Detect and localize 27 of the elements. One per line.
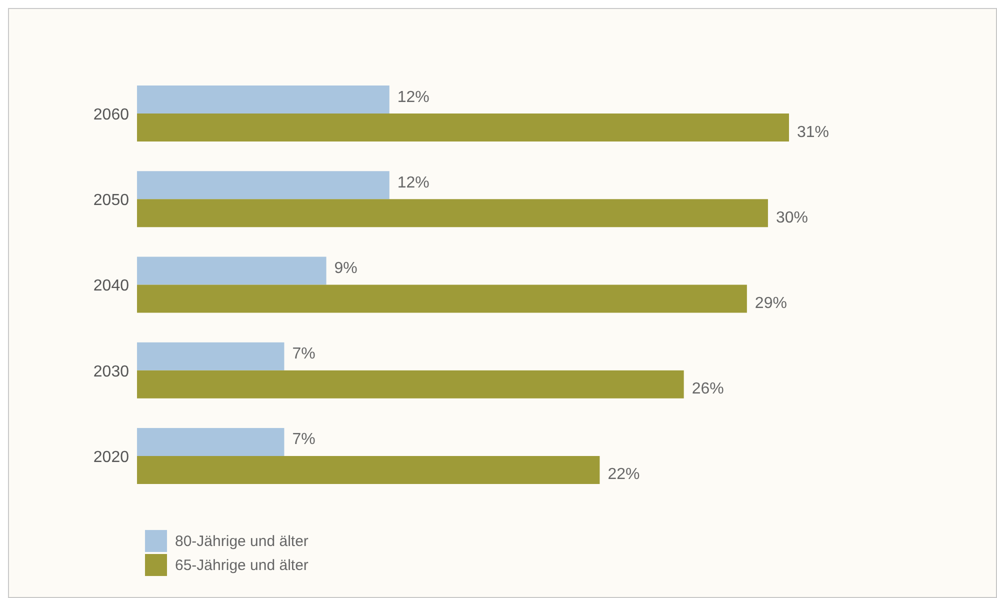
bar bbox=[137, 86, 390, 114]
y-tick-label: 2020 bbox=[93, 448, 130, 466]
data-label: 7% bbox=[292, 346, 316, 363]
legend-label: 65-Jährige und älter bbox=[175, 556, 308, 574]
bar bbox=[137, 256, 326, 285]
data-label: 12% bbox=[397, 174, 430, 192]
data-label: 22% bbox=[608, 466, 640, 484]
y-tick-label: 2050 bbox=[93, 192, 130, 210]
bar bbox=[137, 114, 789, 142]
y-tick-label: 2040 bbox=[93, 278, 130, 295]
y-tick-label: 2060 bbox=[93, 106, 130, 124]
bar bbox=[137, 171, 390, 200]
bar bbox=[137, 370, 684, 398]
data-label: 31% bbox=[797, 124, 830, 141]
data-label: 30% bbox=[776, 209, 808, 226]
data-label: 29% bbox=[754, 294, 787, 312]
legend-label: 80-Jährige und älter bbox=[175, 532, 308, 550]
bar bbox=[137, 456, 600, 484]
bar bbox=[137, 199, 768, 228]
data-label: 9% bbox=[334, 260, 358, 277]
data-label: 7% bbox=[292, 431, 316, 448]
bar bbox=[137, 342, 284, 370]
bar bbox=[137, 284, 747, 313]
y-tick-label: 2030 bbox=[93, 363, 130, 380]
data-label: 26% bbox=[692, 380, 724, 398]
data-label: 12% bbox=[397, 88, 430, 106]
bar bbox=[137, 428, 284, 456]
